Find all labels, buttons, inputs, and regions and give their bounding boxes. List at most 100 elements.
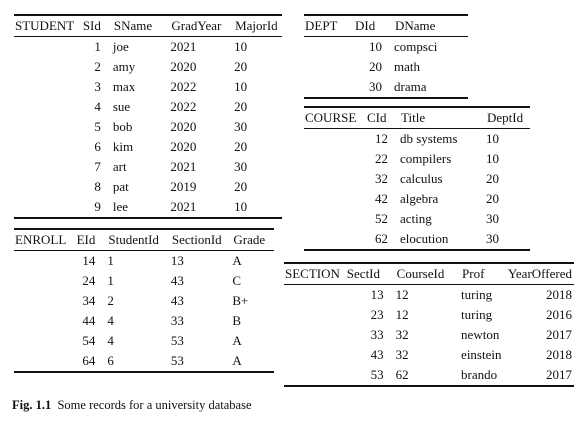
- column-header: StudentId: [108, 232, 159, 247]
- table-row: 14 1 13 A: [14, 251, 274, 272]
- table-cell: 30: [486, 211, 499, 226]
- table-name: COURSE: [305, 110, 357, 125]
- table-cell: 10: [234, 39, 248, 54]
- column-header: Grade: [233, 232, 266, 247]
- section-table: SECTION SectId CourseId Prof YearOffered 13 1…: [284, 262, 574, 387]
- table-row: 10 compsci: [304, 37, 468, 58]
- table-cell: 2016: [546, 307, 572, 322]
- table-row: 64 6 53 A: [14, 351, 274, 372]
- table-cell: C: [232, 273, 242, 288]
- table-row: 54 4 53 A: [14, 331, 274, 351]
- table-row: 8 pat 2019 20: [14, 177, 282, 197]
- table-cell: 64: [82, 353, 96, 368]
- table-cell: 53: [170, 353, 184, 368]
- table-cell: 20: [369, 59, 382, 74]
- table-cell: elocution: [400, 231, 449, 246]
- table-cell: 9: [94, 199, 101, 214]
- table-cell: lee: [112, 199, 129, 214]
- table-cell: 2022: [170, 99, 197, 114]
- table-row: 4 sue 2022 20: [14, 97, 282, 117]
- table-cell: 34: [82, 293, 96, 308]
- table-cell: 32: [395, 347, 409, 362]
- caption-text: Some records for a university database: [57, 398, 252, 412]
- table-cell: 10: [234, 199, 248, 214]
- column-header: SectionId: [171, 232, 222, 247]
- table-cell: turing: [461, 307, 493, 322]
- table-row: 9 lee 2021 10: [14, 197, 282, 218]
- table-cell: 30: [369, 79, 382, 94]
- table-cell: 5: [94, 119, 101, 134]
- table-name: DEPT: [305, 18, 338, 33]
- table-cell: 2020: [170, 119, 197, 134]
- table-cell: A: [232, 253, 242, 268]
- column-header: GradYear: [171, 18, 222, 33]
- table-row: 5 bob 2020 30: [14, 117, 282, 137]
- table-cell: 33: [370, 327, 384, 342]
- table-cell: 62: [375, 231, 388, 246]
- table-cell: kim: [112, 139, 134, 154]
- table-row: 20 math: [304, 57, 468, 77]
- table-cell: db systems: [400, 131, 458, 146]
- table-cell: einstein: [461, 347, 502, 362]
- table-row: 2 amy 2020 20: [14, 57, 282, 77]
- table-cell: brando: [461, 367, 498, 382]
- table-cell: 4: [94, 99, 101, 114]
- table-cell: 2021: [170, 39, 197, 54]
- table-cell: 30: [486, 231, 499, 246]
- figure-caption: Fig. 1.1 Some records for a university d…: [12, 398, 252, 413]
- table-cell: drama: [394, 79, 427, 94]
- table-cell: 12: [395, 307, 409, 322]
- table-row: 34 2 43 B+: [14, 291, 274, 311]
- column-header: DId: [355, 18, 376, 33]
- table-cell: A: [232, 333, 242, 348]
- column-header: Title: [401, 110, 426, 125]
- column-header: CId: [367, 110, 387, 125]
- table-row: 43 32 einstein 2018: [284, 345, 574, 365]
- table-cell: 20: [486, 191, 499, 206]
- table-cell: 62: [395, 367, 409, 382]
- student-table: STUDENT SId SName GradYear MajorId 1 joe 2021 1…: [14, 14, 282, 219]
- table-row: 44 4 33 B: [14, 311, 274, 331]
- caption-label: Fig. 1.1: [12, 398, 52, 412]
- table-row: 62 elocution 30: [304, 229, 530, 250]
- table-cell: 32: [395, 327, 409, 342]
- table-cell: sue: [112, 99, 131, 114]
- table-cell: compilers: [400, 151, 452, 166]
- table-cell: 22: [375, 151, 388, 166]
- table-row: 6 kim 2020 20: [14, 137, 282, 157]
- table-cell: compsci: [394, 39, 438, 54]
- table-cell: 30: [234, 119, 248, 134]
- table-cell: 42: [375, 191, 388, 206]
- table-cell: 4: [107, 333, 114, 348]
- table-cell: 2019: [170, 179, 197, 194]
- table-cell: 10: [486, 131, 499, 146]
- table-cell: 8: [94, 179, 101, 194]
- table-cell: 2017: [546, 367, 572, 382]
- table-cell: 2: [107, 293, 114, 308]
- table-cell: 1: [94, 39, 101, 54]
- column-header: DName: [395, 18, 436, 33]
- table-cell: 2017: [546, 327, 572, 342]
- table-cell: max: [112, 79, 136, 94]
- column-header: DeptId: [487, 110, 524, 125]
- table-cell: 2018: [546, 347, 572, 362]
- table-name: SECTION: [285, 266, 340, 281]
- table-row: 42 algebra 20: [304, 189, 530, 209]
- table-cell: 12: [395, 287, 409, 302]
- column-header: SId: [82, 18, 101, 33]
- table-cell: 53: [170, 333, 184, 348]
- table-row: 1 joe 2021 10: [14, 37, 282, 58]
- table-cell: 12: [375, 131, 388, 146]
- table-row: 33 32 newton 2017: [284, 325, 574, 345]
- column-header: CourseId: [396, 266, 445, 281]
- table-cell: amy: [112, 59, 136, 74]
- column-header: EId: [76, 232, 96, 247]
- table-cell: 20: [234, 179, 248, 194]
- dept-table: DEPT DId DName 10 compsci 20 math 30 drama: [304, 14, 468, 99]
- column-header: YearOffered: [507, 266, 572, 281]
- table-cell: 2018: [546, 287, 572, 302]
- table-cell: 53: [370, 367, 384, 382]
- table-cell: 23: [370, 307, 384, 322]
- table-cell: 2022: [170, 79, 197, 94]
- table-row: 30 drama: [304, 77, 468, 98]
